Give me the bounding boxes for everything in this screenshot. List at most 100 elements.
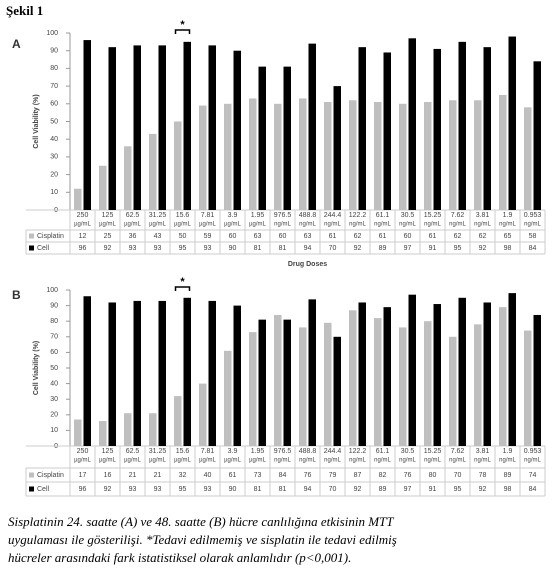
bar bbox=[324, 322, 332, 446]
x-tick-label: 3.9 bbox=[228, 212, 238, 219]
table-value: 84 bbox=[279, 472, 287, 479]
table-value: 25 bbox=[104, 233, 112, 240]
x-tick-label: 1.95 bbox=[251, 212, 265, 219]
significance-bracket bbox=[174, 286, 191, 291]
caption-line: Sisplatinin 24. saatte (A) ve 48. saatte… bbox=[8, 514, 394, 529]
bar bbox=[233, 50, 241, 211]
bar bbox=[358, 47, 366, 210]
x-tick-label: 3.81 bbox=[476, 212, 490, 219]
legend-label: Cell bbox=[37, 245, 50, 252]
x-tick-unit: ng/mL bbox=[499, 458, 516, 464]
bar bbox=[508, 293, 516, 446]
legend-label: Cell bbox=[37, 486, 50, 493]
legend-swatch bbox=[29, 233, 34, 239]
y-tick-label: 20 bbox=[50, 171, 58, 178]
bar bbox=[174, 121, 182, 210]
x-tick-label: 7.81 bbox=[201, 212, 215, 219]
x-tick-label: 7.81 bbox=[201, 448, 215, 455]
x-tick-unit: ng/mL bbox=[524, 458, 541, 464]
bar bbox=[424, 102, 432, 210]
x-tick-unit: ng/mL bbox=[349, 458, 366, 464]
table-value: 93 bbox=[154, 245, 162, 252]
bar bbox=[374, 102, 382, 210]
bar bbox=[249, 98, 257, 210]
y-tick-label: 10 bbox=[50, 189, 58, 196]
bar bbox=[258, 319, 266, 446]
bar bbox=[458, 41, 466, 210]
y-tick-label: 20 bbox=[50, 412, 58, 419]
table-value: 93 bbox=[129, 486, 137, 493]
x-tick-label: 61.1 bbox=[376, 448, 390, 455]
bar bbox=[333, 86, 341, 210]
bar bbox=[308, 43, 316, 211]
x-tick-unit: ng/mL bbox=[274, 458, 291, 464]
bar bbox=[449, 336, 457, 446]
table-value: 59 bbox=[204, 233, 212, 240]
table-value: 21 bbox=[154, 472, 162, 479]
x-tick-label: 125 bbox=[102, 448, 114, 455]
y-tick-label: 100 bbox=[46, 30, 58, 37]
x-tick-label: 250 bbox=[77, 212, 89, 219]
x-tick-unit: ng/mL bbox=[274, 222, 291, 228]
table-value: 16 bbox=[104, 472, 112, 479]
bar bbox=[124, 413, 132, 446]
bar bbox=[524, 107, 532, 210]
table-value: 90 bbox=[229, 245, 237, 252]
bar bbox=[424, 321, 432, 446]
x-tick-unit: µg/mL bbox=[249, 458, 266, 464]
bar bbox=[208, 300, 216, 446]
x-tick-label: 31.25 bbox=[149, 448, 167, 455]
x-tick-unit: µg/mL bbox=[124, 222, 141, 228]
bar bbox=[133, 45, 141, 210]
table-value: 21 bbox=[129, 472, 137, 479]
x-tick-unit: µg/mL bbox=[149, 222, 166, 228]
table-value: 95 bbox=[454, 245, 462, 252]
y-tick-label: 80 bbox=[50, 65, 58, 72]
table-value: 81 bbox=[279, 245, 287, 252]
table-value: 93 bbox=[204, 245, 212, 252]
bar bbox=[158, 45, 166, 210]
table-value: 93 bbox=[154, 486, 162, 493]
annotation: * bbox=[180, 276, 185, 288]
bar bbox=[533, 314, 541, 446]
x-tick-unit: ng/mL bbox=[499, 222, 516, 228]
bar bbox=[124, 146, 132, 210]
bar bbox=[474, 324, 482, 446]
table-value: 95 bbox=[454, 486, 462, 493]
legend-label: Cisplatin bbox=[37, 233, 64, 240]
bar bbox=[258, 66, 266, 210]
significance-bracket bbox=[174, 29, 191, 34]
x-tick-label: 3.9 bbox=[228, 448, 238, 455]
table-value: 95 bbox=[179, 486, 187, 493]
bar bbox=[283, 66, 291, 210]
y-tick-label: 70 bbox=[50, 334, 58, 341]
bar bbox=[333, 336, 341, 446]
table-value: 32 bbox=[179, 472, 187, 479]
x-tick-label: 7.62 bbox=[451, 448, 465, 455]
table-value: 92 bbox=[479, 245, 487, 252]
table-value: 80 bbox=[429, 472, 437, 479]
x-tick-label: 122.2 bbox=[349, 448, 367, 455]
table-value: 73 bbox=[254, 472, 262, 479]
x-tick-unit: ng/mL bbox=[299, 458, 316, 464]
bar bbox=[433, 48, 441, 211]
table-value: 96 bbox=[79, 245, 87, 252]
bar bbox=[74, 188, 82, 210]
table-value: 76 bbox=[404, 472, 412, 479]
table-value: 84 bbox=[529, 245, 537, 252]
x-tick-unit: µg/mL bbox=[224, 222, 241, 228]
y-tick-label: 80 bbox=[50, 318, 58, 325]
x-tick-label: 3.81 bbox=[476, 448, 490, 455]
table-value: 62 bbox=[354, 233, 362, 240]
bar bbox=[274, 103, 282, 210]
table-value: 89 bbox=[379, 245, 387, 252]
table-value: 70 bbox=[329, 486, 337, 493]
bar bbox=[408, 38, 416, 211]
table-value: 12 bbox=[79, 233, 87, 240]
bar bbox=[133, 300, 141, 446]
bar bbox=[358, 302, 366, 446]
caption-line: uygulaması ile gösterilişi. *Tedavi edil… bbox=[8, 532, 397, 547]
legend-swatch bbox=[29, 472, 34, 478]
bar bbox=[474, 100, 482, 210]
table-value: 70 bbox=[454, 472, 462, 479]
